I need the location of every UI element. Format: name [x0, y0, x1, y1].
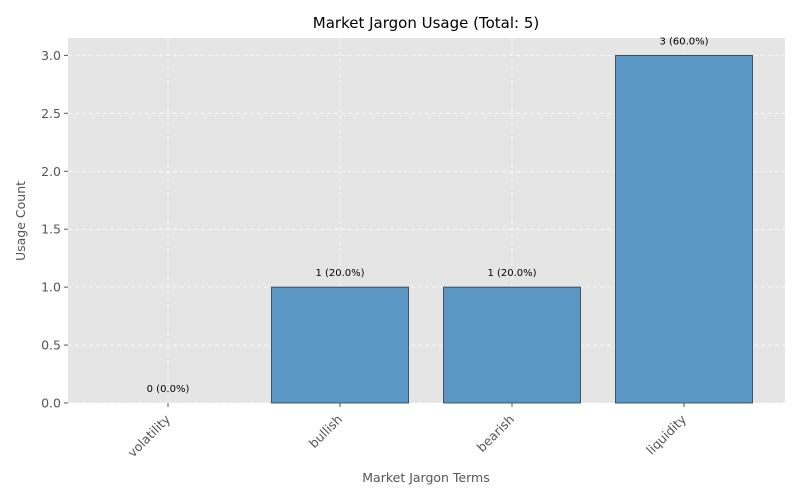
y-tick-label: 2.0: [41, 164, 61, 179]
y-axis-label: Usage Count: [13, 181, 28, 261]
y-tick-label: 0.5: [41, 338, 61, 353]
y-tick-label: 1.0: [41, 280, 61, 295]
data-label-volatility: 0 (0.0%): [147, 384, 190, 395]
x-tick-label-liquidity: liquidity: [643, 411, 689, 457]
x-axis: volatility bullish bearish liquidity: [124, 403, 690, 460]
y-axis: 0.0 0.5 1.0 1.5 2.0 2.5 3.0: [41, 48, 68, 411]
x-tick-label-bullish: bullish: [306, 412, 345, 451]
chart-title: Market Jargon Usage (Total: 5): [313, 14, 539, 32]
y-tick-label: 0.0: [41, 396, 61, 411]
x-tick-label-bearish: bearish: [474, 412, 517, 455]
y-tick-label: 2.5: [41, 106, 61, 121]
y-tick-label: 3.0: [41, 48, 61, 63]
bar-liquidity: [615, 54, 753, 404]
y-tick-label: 1.5: [41, 222, 61, 237]
data-labels: 0 (0.0%) 1 (20.0%) 1 (20.0%) 3 (60.0%): [147, 36, 709, 395]
data-label-liquidity: 3 (60.0%): [659, 36, 708, 47]
data-label-bullish: 1 (20.0%): [315, 268, 364, 279]
x-tick-label-volatility: volatility: [124, 411, 173, 460]
x-axis-label: Market Jargon Terms: [362, 470, 490, 485]
bar-bearish: [443, 286, 581, 404]
bar-bullish: [271, 286, 409, 404]
data-label-bearish: 1 (20.0%): [487, 268, 536, 279]
bars: [271, 54, 753, 404]
